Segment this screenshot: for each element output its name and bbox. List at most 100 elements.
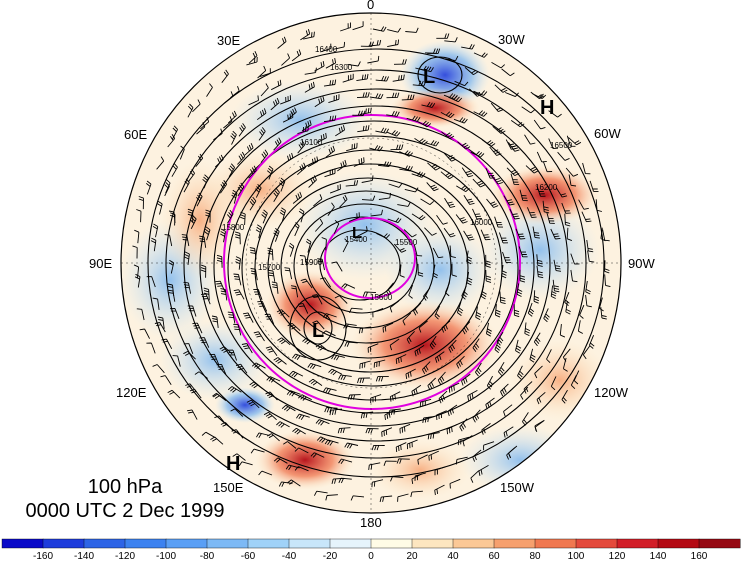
wind-barb xyxy=(378,161,392,168)
wind-barb xyxy=(510,173,520,186)
wind-barb xyxy=(470,150,485,158)
wind-barb xyxy=(277,36,287,49)
lon-label-120e: 120E xyxy=(116,385,147,400)
highlight-contours xyxy=(223,114,521,410)
wind-barb xyxy=(520,386,529,400)
wind-barb xyxy=(367,343,379,353)
colorbar-box xyxy=(657,538,700,549)
wind-barb xyxy=(201,431,216,439)
wind-barb xyxy=(403,229,417,238)
wind-barb xyxy=(480,229,491,241)
wind-barb xyxy=(338,458,353,465)
wind-barb xyxy=(524,322,531,337)
wind-barb xyxy=(421,101,436,108)
colorbar-tick-label: -60 xyxy=(241,551,256,561)
wind-barb xyxy=(494,84,508,93)
wind-barb xyxy=(375,127,389,134)
wind-barb xyxy=(552,279,560,293)
wind-barb xyxy=(501,264,507,279)
wind-barb xyxy=(356,92,370,99)
wind-barb xyxy=(308,175,317,188)
wind-barb xyxy=(457,141,471,150)
wind-barb xyxy=(420,66,434,73)
wind-barb xyxy=(307,156,319,168)
wind-barb xyxy=(323,115,337,123)
wind-barb xyxy=(316,436,331,443)
wind-barb xyxy=(382,322,394,333)
wind-barb xyxy=(570,269,578,283)
contour-label: 15800 xyxy=(222,223,245,232)
wind-barb xyxy=(152,364,165,374)
wind-barb xyxy=(232,453,246,461)
wind-barb xyxy=(513,304,520,318)
wind-barb xyxy=(383,460,397,466)
wind-barb xyxy=(327,202,335,216)
wind-barb xyxy=(456,185,470,192)
wind-barb xyxy=(257,65,267,79)
wind-barb xyxy=(297,394,312,401)
wind-barb xyxy=(389,338,400,351)
wind-barb xyxy=(443,152,457,162)
wind-barb xyxy=(413,244,423,257)
wind-barb xyxy=(322,313,337,319)
wind-barb xyxy=(582,345,591,360)
low-center-label: L xyxy=(352,225,362,242)
wind-barb xyxy=(276,421,290,428)
wind-barb xyxy=(211,315,219,328)
wind-barb xyxy=(509,208,520,220)
wind-barb xyxy=(444,197,456,208)
wind-barb xyxy=(501,68,515,77)
wind-barb xyxy=(297,162,307,176)
wind-barb xyxy=(356,73,369,82)
wind-barb xyxy=(304,81,315,93)
wind-barb xyxy=(472,449,482,462)
wind-barb xyxy=(524,134,536,145)
wind-barb xyxy=(300,278,313,289)
wind-barb xyxy=(302,337,316,345)
wind-barb xyxy=(266,433,280,442)
wind-barb xyxy=(344,442,359,449)
wind-barb xyxy=(287,322,301,332)
wind-barb xyxy=(526,207,537,218)
wind-barb xyxy=(339,194,348,208)
wind-barb xyxy=(270,97,280,111)
wind-barb xyxy=(360,411,374,419)
wind-barb xyxy=(503,195,515,206)
wind-barb xyxy=(335,125,346,137)
wind-barb xyxy=(258,127,266,141)
wind-barb xyxy=(134,229,140,244)
wind-barb xyxy=(370,209,383,217)
wind-barb xyxy=(397,493,409,502)
colorbar-tick-label: -20 xyxy=(323,551,338,561)
wind-barb xyxy=(561,202,571,214)
wind-barb xyxy=(459,418,468,432)
wind-barb xyxy=(331,477,345,485)
wind-barb xyxy=(357,377,370,384)
wind-barb xyxy=(248,51,258,64)
wind-barb xyxy=(481,423,491,435)
wind-barb xyxy=(500,383,509,397)
wind-barb xyxy=(522,412,529,426)
colorbar-tick-label: 160 xyxy=(691,551,708,561)
wind-barb xyxy=(451,263,457,277)
wind-barb xyxy=(261,209,268,224)
wind-barb xyxy=(265,346,278,356)
wind-barb xyxy=(462,435,473,447)
wind-barb xyxy=(136,209,142,223)
wind-barb xyxy=(570,375,577,390)
colorbar-box xyxy=(452,538,495,549)
wind-barb xyxy=(250,448,265,454)
wind-barb xyxy=(604,260,610,274)
wind-barb xyxy=(427,377,437,391)
wind-barb xyxy=(183,351,196,360)
wind-barb xyxy=(230,86,240,98)
colorbar-box xyxy=(370,538,413,549)
wind-barb xyxy=(305,238,312,253)
wind-barb xyxy=(206,83,213,97)
wind-barb xyxy=(406,439,418,450)
wind-barb xyxy=(320,43,332,53)
wind-barb xyxy=(455,456,468,465)
colorbar: -160 -140 -120 -100 -80 -60 -40 -20 0 20 40 60 80 100… xyxy=(1,538,741,561)
lon-label-150w: 150W xyxy=(500,480,535,495)
wind-barb xyxy=(436,410,447,421)
